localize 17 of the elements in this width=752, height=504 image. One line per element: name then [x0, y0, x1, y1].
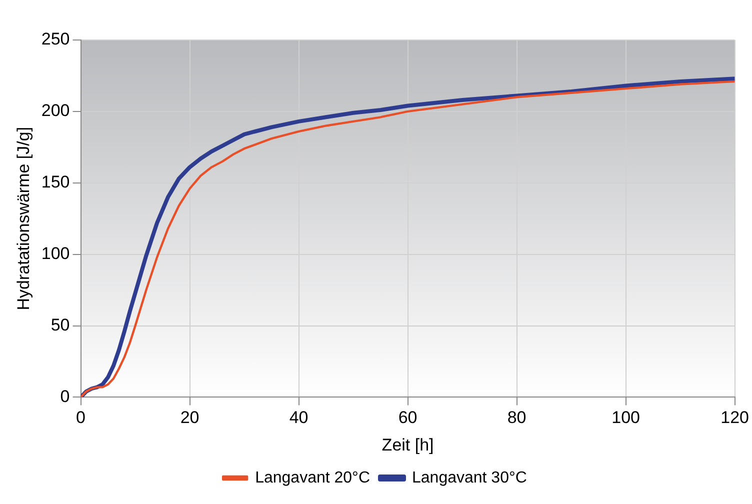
y-tick-label: 0: [60, 386, 70, 406]
x-tick-label: 0: [76, 408, 86, 428]
x-tick-label: 60: [398, 408, 418, 428]
y-axis-title: Hydratationswärme [J/g]: [14, 126, 33, 310]
y-tick-label: 100: [41, 244, 70, 264]
x-tick-label: 40: [289, 408, 308, 428]
y-tick-label: 250: [41, 30, 70, 49]
legend-label: Langavant 30°C: [412, 469, 527, 486]
y-tick-label: 150: [41, 172, 70, 192]
x-tick-label: 120: [720, 408, 750, 428]
x-tick-label: 100: [612, 408, 640, 428]
legend-label: Langavant 20°C: [255, 469, 370, 486]
x-axis-title: Zeit [h]: [382, 435, 434, 454]
y-tick-label: 50: [50, 315, 70, 334]
y-tick-label: 200: [41, 101, 70, 120]
x-tick-label: 20: [180, 408, 200, 428]
x-tick-label: 80: [507, 408, 526, 428]
